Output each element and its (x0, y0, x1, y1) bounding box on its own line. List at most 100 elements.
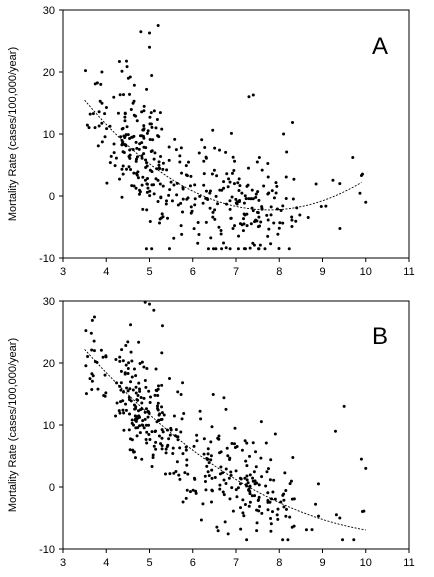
data-point (271, 510, 275, 514)
data-point (155, 167, 159, 171)
data-point (143, 300, 147, 304)
data-point (266, 508, 270, 512)
data-point (282, 505, 286, 509)
data-point (126, 133, 130, 137)
data-point (132, 171, 136, 175)
data-point (91, 112, 95, 116)
data-point (192, 227, 196, 231)
data-point (127, 361, 131, 365)
data-point (157, 384, 160, 388)
data-point (194, 491, 198, 495)
data-point (272, 221, 276, 225)
data-point (84, 69, 87, 73)
data-point (159, 154, 163, 158)
data-point (114, 156, 118, 160)
data-point (290, 215, 294, 219)
data-point (97, 124, 101, 128)
data-point (119, 135, 123, 139)
data-point (137, 192, 141, 196)
data-point (149, 111, 153, 115)
data-point (230, 171, 234, 175)
data-point (154, 126, 158, 130)
x-tick-label: 6 (190, 266, 196, 278)
data-point (246, 166, 250, 170)
data-point (148, 31, 151, 35)
data-point (292, 177, 296, 181)
data-point (258, 243, 262, 247)
data-point (215, 174, 219, 178)
data-point (214, 194, 218, 198)
data-point (223, 520, 227, 524)
data-point (152, 183, 156, 187)
data-point (90, 318, 94, 322)
data-point (218, 487, 222, 491)
data-point (251, 479, 255, 483)
data-point (147, 389, 151, 393)
panel-a: 3 4 5 6 7 8 9 10 11 -10 0 10 20 30 Mortality Rate (cas… (7, 5, 415, 278)
data-point (145, 182, 149, 186)
plot-frame (62, 300, 410, 550)
data-point (238, 184, 242, 188)
data-point (96, 387, 100, 391)
data-point (140, 401, 144, 405)
data-point (255, 481, 259, 485)
data-point (210, 489, 214, 493)
data-point (251, 441, 255, 445)
data-point (171, 446, 175, 450)
data-point (245, 464, 249, 468)
data-point (331, 178, 335, 182)
data-point (243, 476, 247, 480)
data-point (228, 458, 232, 462)
data-point (148, 115, 152, 119)
data-point (288, 482, 292, 486)
data-point (202, 452, 206, 456)
data-point (160, 212, 164, 216)
data-point (121, 408, 125, 412)
data-point (209, 236, 213, 240)
data-point (148, 302, 151, 306)
data-point (211, 215, 215, 219)
data-point (160, 127, 164, 131)
data-point (364, 200, 368, 204)
data-point (278, 221, 282, 225)
data-point (212, 247, 215, 251)
data-point (98, 99, 102, 103)
data-point (193, 477, 197, 481)
data-point (151, 453, 155, 457)
data-point (250, 188, 254, 192)
data-point (116, 111, 120, 115)
data-point (238, 476, 242, 480)
data-point (292, 497, 296, 501)
data-point (154, 440, 158, 444)
data-point (172, 183, 176, 187)
data-point (145, 430, 149, 434)
data-point (334, 513, 338, 517)
data-point (128, 137, 132, 140)
data-point (189, 205, 193, 209)
data-point (105, 127, 109, 131)
data-point (132, 184, 136, 188)
data-point (231, 509, 235, 513)
data-point (237, 188, 241, 192)
data-point (198, 194, 202, 198)
data-point (227, 177, 231, 181)
data-point (243, 194, 247, 198)
data-point (137, 147, 141, 151)
data-point (243, 247, 247, 251)
data-point (172, 471, 176, 475)
data-point (161, 161, 165, 165)
data-point (130, 359, 134, 363)
data-point (186, 472, 190, 476)
data-point (184, 448, 188, 452)
data-point (173, 137, 177, 141)
data-point (254, 192, 258, 196)
data-point (138, 424, 142, 428)
data-point (128, 148, 132, 152)
data-point (192, 444, 196, 448)
data-point (197, 151, 201, 155)
data-point (281, 493, 285, 497)
data-point (154, 367, 158, 371)
data-point (237, 177, 241, 181)
data-point (222, 396, 226, 400)
data-point (258, 504, 262, 508)
